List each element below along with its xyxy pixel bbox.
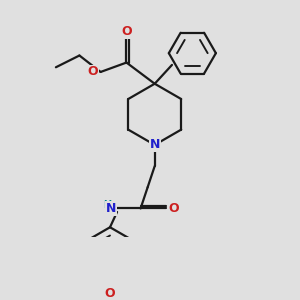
Text: N: N: [149, 138, 160, 152]
Text: N: N: [106, 202, 116, 215]
Text: O: O: [105, 286, 115, 300]
Text: H: H: [103, 200, 111, 210]
Text: O: O: [168, 202, 179, 215]
Text: O: O: [121, 26, 132, 38]
Text: O: O: [88, 65, 98, 79]
